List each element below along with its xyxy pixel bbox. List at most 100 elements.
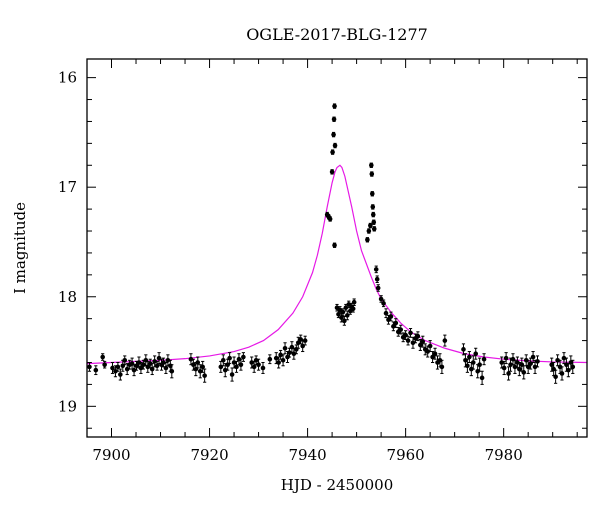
data-marker bbox=[427, 343, 433, 349]
data-marker bbox=[442, 338, 448, 343]
data-marker bbox=[280, 358, 286, 363]
data-marker bbox=[115, 364, 121, 370]
data-marker bbox=[131, 367, 137, 373]
data-point bbox=[369, 171, 375, 177]
chart-title: OGLE-2017-BLG-1277 bbox=[246, 25, 428, 44]
data-marker bbox=[425, 349, 430, 354]
data-marker bbox=[200, 364, 205, 370]
data-marker bbox=[473, 351, 479, 357]
data-point bbox=[368, 222, 373, 229]
data-point bbox=[87, 361, 92, 372]
data-marker bbox=[197, 368, 203, 374]
data-marker bbox=[118, 372, 123, 377]
data-marker bbox=[249, 360, 255, 365]
data-marker bbox=[528, 361, 533, 366]
data-marker bbox=[332, 242, 337, 248]
data-point bbox=[163, 361, 169, 374]
data-point bbox=[470, 355, 476, 370]
data-marker bbox=[469, 366, 474, 372]
data-point bbox=[535, 355, 540, 368]
data-marker bbox=[231, 360, 237, 365]
data-marker bbox=[234, 364, 239, 370]
data-marker bbox=[418, 342, 423, 348]
data-point bbox=[503, 352, 509, 365]
data-marker bbox=[465, 363, 470, 369]
data-point bbox=[512, 359, 518, 374]
data-marker bbox=[388, 314, 394, 319]
data-marker bbox=[475, 368, 480, 374]
data-marker bbox=[512, 364, 518, 370]
y-tick-label: 18 bbox=[58, 288, 77, 306]
data-point bbox=[147, 358, 153, 369]
data-point bbox=[473, 347, 479, 360]
data-marker bbox=[236, 356, 242, 362]
data-point bbox=[115, 361, 121, 372]
data-marker bbox=[287, 350, 292, 355]
model-curve-layer bbox=[86, 164, 588, 365]
data-marker bbox=[302, 338, 308, 343]
data-marker bbox=[499, 360, 505, 365]
data-marker bbox=[506, 371, 511, 376]
data-point bbox=[388, 311, 394, 322]
data-marker bbox=[479, 375, 485, 381]
data-marker bbox=[350, 306, 356, 312]
data-marker bbox=[331, 132, 336, 137]
data-point bbox=[282, 342, 288, 355]
data-point bbox=[332, 242, 337, 248]
data-marker bbox=[481, 356, 487, 362]
data-marker bbox=[503, 355, 509, 361]
data-marker bbox=[100, 354, 105, 360]
data-marker bbox=[256, 362, 261, 367]
data-marker bbox=[278, 352, 283, 358]
data-point bbox=[415, 331, 421, 342]
data-marker bbox=[368, 223, 373, 228]
data-point bbox=[517, 361, 522, 377]
data-marker bbox=[530, 354, 536, 360]
data-marker bbox=[470, 360, 476, 365]
data-point bbox=[260, 361, 266, 374]
data-point bbox=[422, 343, 428, 356]
data-marker bbox=[342, 318, 347, 324]
data-marker bbox=[329, 169, 335, 175]
data-marker bbox=[553, 374, 558, 380]
data-marker bbox=[241, 354, 246, 360]
data-marker bbox=[365, 237, 370, 243]
data-point bbox=[291, 347, 297, 360]
data-marker bbox=[559, 371, 565, 376]
data-marker bbox=[375, 285, 381, 291]
data-marker bbox=[282, 345, 288, 351]
data-point bbox=[506, 366, 511, 381]
data-marker bbox=[152, 359, 157, 364]
data-point bbox=[134, 360, 139, 371]
data-point bbox=[570, 359, 576, 374]
data-point bbox=[375, 284, 381, 292]
data-point bbox=[370, 211, 376, 218]
data-marker bbox=[218, 364, 224, 370]
data-marker bbox=[557, 364, 563, 370]
data-marker bbox=[555, 358, 560, 363]
data-point bbox=[427, 340, 433, 353]
data-marker bbox=[154, 363, 160, 369]
data-point bbox=[229, 367, 235, 382]
data-point bbox=[479, 370, 485, 385]
data-point bbox=[145, 360, 151, 373]
data-point bbox=[371, 226, 377, 232]
data-marker bbox=[523, 358, 529, 363]
data-point bbox=[122, 355, 128, 366]
data-marker bbox=[147, 361, 153, 366]
data-marker bbox=[102, 362, 107, 367]
data-marker bbox=[432, 351, 438, 357]
data-marker bbox=[403, 332, 408, 338]
data-marker bbox=[220, 358, 226, 363]
data-point bbox=[525, 359, 531, 374]
data-marker bbox=[381, 301, 386, 306]
data-marker bbox=[461, 347, 466, 352]
data-marker bbox=[521, 370, 527, 375]
data-marker bbox=[369, 162, 374, 168]
axis-ticks bbox=[86, 59, 587, 437]
data-marker bbox=[467, 354, 472, 360]
data-point bbox=[278, 349, 283, 360]
data-point bbox=[465, 358, 470, 373]
data-point bbox=[370, 204, 376, 210]
